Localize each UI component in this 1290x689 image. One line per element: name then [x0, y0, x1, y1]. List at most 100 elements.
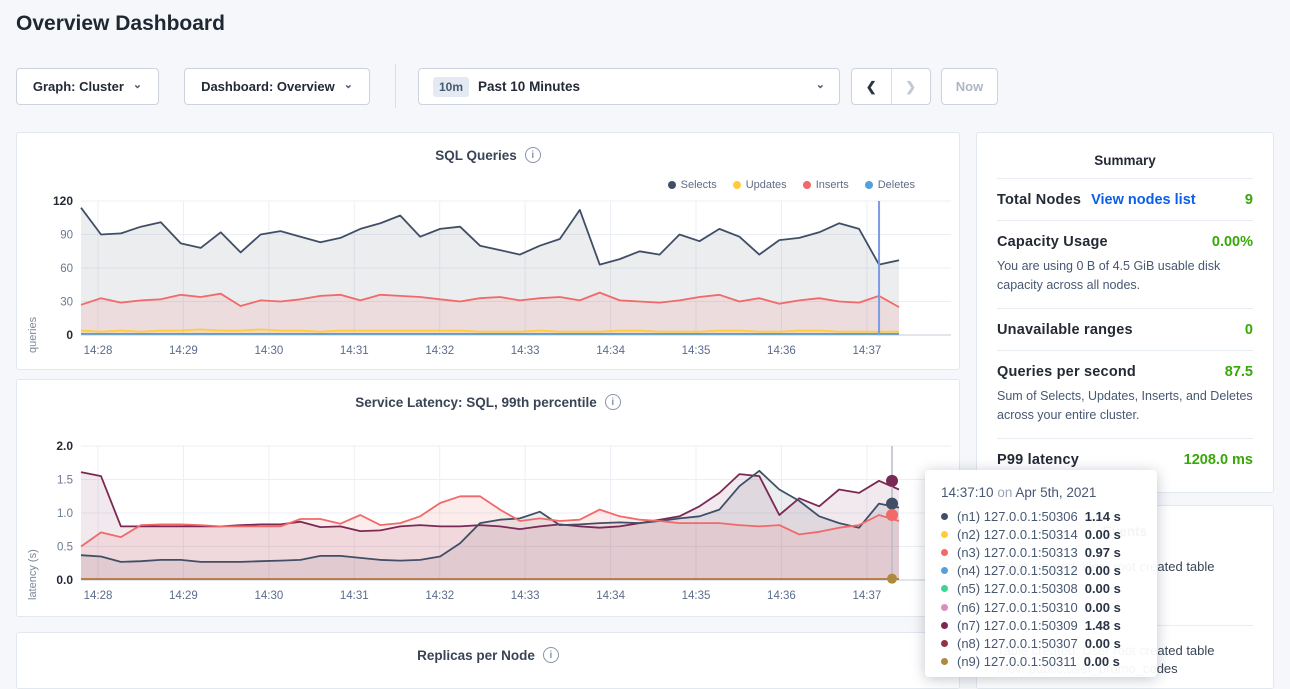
svg-text:0: 0	[66, 328, 73, 342]
series-fills	[81, 208, 899, 335]
svg-text:90: 90	[60, 230, 73, 242]
svg-text:14:33: 14:33	[511, 345, 540, 357]
svg-text:14:31: 14:31	[340, 590, 369, 602]
service-latency-panel: Service Latency: SQL, 99th percentile i …	[16, 379, 960, 617]
svg-text:14:34: 14:34	[596, 345, 625, 357]
svg-text:14:35: 14:35	[682, 345, 711, 357]
svg-text:14:36: 14:36	[767, 345, 796, 357]
y-axis-labels: 0.0 0.5 1.0 1.5 2.0	[56, 439, 73, 587]
summary-row-total-nodes: Total Nodes View nodes list 9	[997, 178, 1253, 220]
svg-text:14:29: 14:29	[169, 590, 198, 602]
graph-dropdown[interactable]: Graph: Cluster ⌄	[16, 68, 159, 105]
node-latency-value: 0.00 s	[1085, 600, 1121, 615]
node-latency-value: 0.00 s	[1085, 636, 1121, 651]
replicas-per-node-panel: Replicas per Node i	[16, 632, 960, 689]
svg-text:1.5: 1.5	[57, 475, 73, 487]
time-forward-button[interactable]: ❯	[892, 69, 931, 104]
node-address: (n3) 127.0.0.1:50313	[957, 545, 1078, 560]
p99-latency-value: 1208.0 ms	[1184, 452, 1253, 468]
tooltip-row: (n6) 127.0.0.1:503100.00 s	[941, 598, 1141, 616]
x-axis-labels: 14:2814:2914:3014:3114:3214:3314:3414:35…	[84, 345, 882, 357]
summary-row-unavailable-ranges: Unavailable ranges 0	[997, 308, 1253, 350]
graph-dropdown-label: Graph: Cluster	[33, 79, 124, 94]
time-range-badge: 10m	[433, 77, 469, 97]
node-series-dot	[941, 622, 948, 629]
node-series-dot	[941, 640, 948, 647]
summary-title: Summary	[997, 153, 1253, 168]
dashboard-dropdown-label: Dashboard: Overview	[201, 79, 335, 94]
time-range-selector[interactable]: 10m Past 10 Minutes ⌄	[418, 68, 840, 105]
dashboard-dropdown[interactable]: Dashboard: Overview ⌄	[184, 68, 370, 105]
page-title: Overview Dashboard	[16, 12, 225, 36]
tooltip-row: (n1) 127.0.0.1:50306 1.14 s	[941, 507, 1141, 525]
svg-text:60: 60	[60, 263, 73, 275]
info-icon[interactable]: i	[543, 647, 559, 663]
x-axis-labels: 14:2814:2914:3014:3114:3214:3314:3414:35…	[84, 590, 882, 602]
sql-queries-panel: SQL Queries i Selects Updates Inserts De…	[16, 132, 960, 370]
node-latency-value: 0.00 s	[1085, 527, 1121, 542]
chart-title: Replicas per Node	[417, 648, 535, 663]
summary-row-capacity-usage: Capacity Usage 0.00% You are using 0 B o…	[997, 220, 1253, 308]
node-latency-value: 0.00 s	[1085, 581, 1121, 596]
node-latency-value: 0.00 s	[1084, 654, 1120, 669]
time-nav-group: ❮ ❯	[851, 68, 931, 105]
crosshair-data-dot	[886, 475, 898, 487]
chart-title: SQL Queries	[435, 148, 517, 163]
tooltip-row: (n8) 127.0.0.1:503070.00 s	[941, 634, 1141, 652]
crosshair-data-dot	[886, 498, 898, 510]
capacity-usage-value: 0.00%	[1212, 234, 1253, 250]
svg-text:14:28: 14:28	[84, 590, 113, 602]
node-address: (n2) 127.0.0.1:50314	[957, 527, 1078, 542]
node-address: (n7) 127.0.0.1:50309	[957, 618, 1078, 633]
svg-text:14:37: 14:37	[852, 590, 881, 602]
svg-text:14:32: 14:32	[425, 590, 454, 602]
node-series-dot	[941, 585, 948, 592]
summary-row-qps: Queries per second 87.5 Sum of Selects, …	[997, 350, 1253, 438]
svg-text:30: 30	[60, 297, 73, 309]
node-series-dot	[941, 513, 948, 520]
node-address: (n1) 127.0.0.1:50306	[957, 509, 1078, 524]
node-series-dot	[941, 604, 948, 611]
tooltip-row: (n9) 127.0.0.1:50311 0.00 s	[941, 653, 1141, 671]
svg-text:120: 120	[53, 194, 73, 208]
svg-text:14:31: 14:31	[340, 345, 369, 357]
chevron-down-icon: ⌄	[133, 80, 142, 91]
node-address: (n9) 127.0.0.1:50311	[957, 654, 1077, 669]
sql-queries-chart[interactable]: 030609012014:2814:2914:3014:3114:3214:33…	[17, 187, 960, 365]
qps-value: 87.5	[1225, 364, 1253, 380]
svg-text:1.0: 1.0	[57, 508, 73, 520]
svg-text:14:37: 14:37	[852, 345, 881, 357]
svg-text:14:28: 14:28	[84, 345, 113, 357]
toolbar-divider	[395, 64, 396, 108]
info-icon[interactable]: i	[605, 394, 621, 410]
svg-text:14:29: 14:29	[169, 345, 198, 357]
chevron-down-icon: ⌄	[816, 80, 825, 91]
node-latency-value: 0.00 s	[1085, 563, 1121, 578]
node-latency-value: 1.14 s	[1085, 509, 1121, 524]
chevron-down-icon: ⌄	[344, 80, 353, 91]
chart-hover-tooltip: 14:37:10 on Apr 5th, 2021 (n1) 127.0.0.1…	[925, 470, 1157, 677]
time-back-button[interactable]: ❮	[852, 69, 892, 104]
capacity-usage-caption: You are using 0 B of 4.5 GiB usable disk…	[997, 257, 1253, 296]
tooltip-row: (n2) 127.0.0.1:50314 0.00 s	[941, 525, 1141, 543]
tooltip-node-list: (n1) 127.0.0.1:503061.14 s(n2) 127.0.0.1…	[941, 507, 1141, 671]
tooltip-row: (n5) 127.0.0.1:503080.00 s	[941, 580, 1141, 598]
svg-text:2.0: 2.0	[56, 439, 73, 453]
svg-text:0.5: 0.5	[57, 542, 73, 554]
svg-text:14:33: 14:33	[511, 590, 540, 602]
node-address: (n4) 127.0.0.1:50312	[957, 563, 1078, 578]
summary-panel: Summary Total Nodes View nodes list 9 Ca…	[976, 132, 1274, 493]
view-nodes-list-link[interactable]: View nodes list	[1091, 192, 1196, 208]
now-button[interactable]: Now	[941, 68, 998, 105]
crosshair-data-dot	[886, 509, 898, 521]
svg-text:14:32: 14:32	[425, 345, 454, 357]
tooltip-row: (n4) 127.0.0.1:50312 0.00 s	[941, 562, 1141, 580]
unavailable-ranges-value: 0	[1245, 322, 1253, 338]
node-latency-value: 0.97 s	[1085, 545, 1121, 560]
svg-text:0.0: 0.0	[56, 573, 73, 587]
svg-text:14:36: 14:36	[767, 590, 796, 602]
total-nodes-value: 9	[1245, 192, 1253, 208]
info-icon[interactable]: i	[525, 147, 541, 163]
node-series-dot	[941, 658, 948, 665]
service-latency-chart[interactable]: 0.00.51.01.52.014:2814:2914:3014:3114:32…	[17, 432, 960, 610]
